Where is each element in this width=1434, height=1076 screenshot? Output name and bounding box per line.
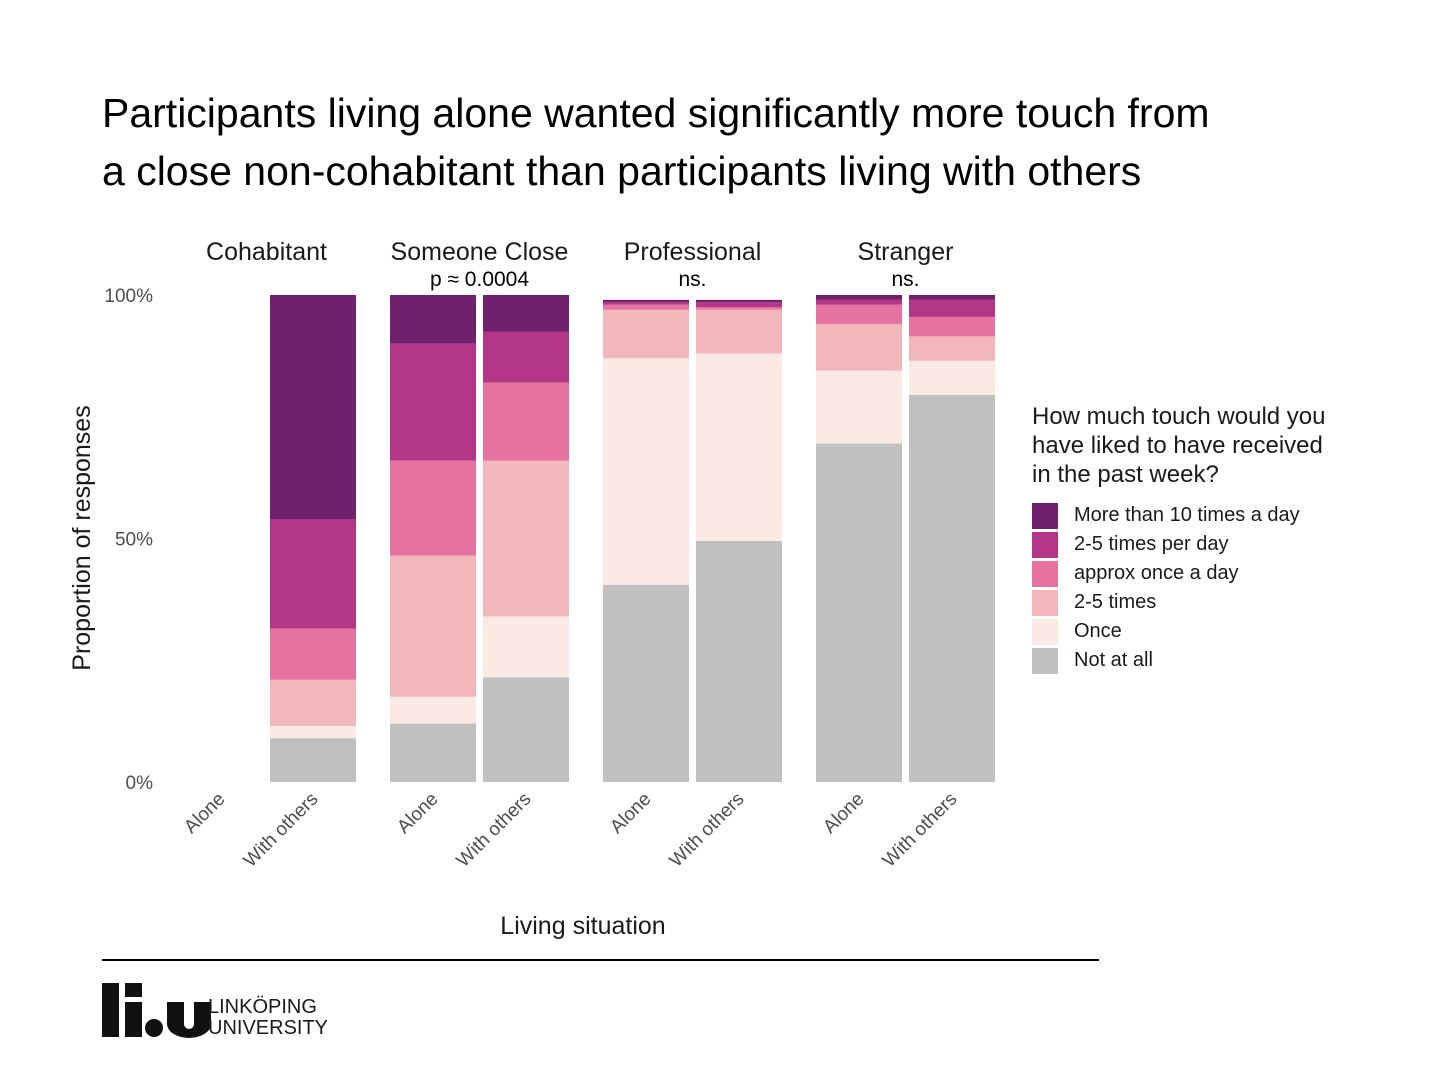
facet-title: Stranger bbox=[858, 238, 954, 266]
bar-segment bbox=[270, 295, 356, 520]
legend-label: 2-5 times per day bbox=[1074, 533, 1229, 555]
bar-segment bbox=[816, 370, 902, 444]
x-tick-label: With others bbox=[666, 789, 749, 872]
bar-segment bbox=[816, 324, 902, 371]
bar-segment bbox=[483, 677, 569, 782]
facet-title: Professional bbox=[624, 238, 762, 266]
facet-title: Cohabitant bbox=[206, 238, 327, 266]
slide-title-line-2: a close non-cohabitant than participants… bbox=[102, 148, 1142, 194]
significance-annotation: ns. bbox=[891, 268, 919, 291]
bar-segment bbox=[483, 295, 569, 332]
legend-label: Not at all bbox=[1074, 649, 1153, 671]
bar-segment bbox=[483, 382, 569, 461]
bar-segment bbox=[909, 299, 995, 317]
legend-item: More than 10 times a day bbox=[1032, 501, 1412, 530]
bar-segment bbox=[909, 336, 995, 361]
legend-item: approx once a day bbox=[1032, 559, 1412, 588]
legend-swatch bbox=[1032, 531, 1058, 558]
bar-segment bbox=[603, 584, 689, 782]
legend-swatch bbox=[1032, 560, 1058, 587]
bar-segment bbox=[603, 299, 689, 303]
bar-segment bbox=[909, 394, 995, 782]
slide-title-line-1: Participants living alone wanted signifi… bbox=[102, 90, 1210, 136]
x-axis-label: Living situation bbox=[500, 912, 665, 940]
x-tick-label: With others bbox=[240, 789, 323, 872]
bar-segment bbox=[270, 679, 356, 726]
legend-item: Once bbox=[1032, 617, 1412, 646]
bar-segment bbox=[909, 360, 995, 395]
bar-segment bbox=[603, 304, 689, 310]
logo-line-2: UNIVERSITY bbox=[208, 1017, 329, 1039]
legend-label: Once bbox=[1074, 620, 1122, 642]
bar-segment bbox=[603, 309, 689, 359]
legend-swatch bbox=[1032, 502, 1058, 529]
bar-segment bbox=[909, 295, 995, 300]
legend-items: More than 10 times a day 2-5 times per da… bbox=[1032, 501, 1412, 675]
x-tick-label: Alone bbox=[606, 789, 655, 838]
footer-divider bbox=[102, 959, 1099, 961]
y-tick-label: 100% bbox=[104, 286, 153, 307]
bar-segment bbox=[696, 353, 782, 541]
bar-segment bbox=[696, 309, 782, 354]
bar-segment bbox=[696, 540, 782, 782]
legend-item: Not at all bbox=[1032, 646, 1412, 675]
bar-segment bbox=[270, 628, 356, 680]
chart-legend: How much touch would you have liked to h… bbox=[1032, 402, 1412, 675]
legend-title-line-1: How much touch would you bbox=[1032, 403, 1326, 430]
bar-segment bbox=[483, 331, 569, 383]
bar-segment bbox=[696, 299, 782, 303]
bar-segment bbox=[603, 302, 689, 305]
legend-swatch bbox=[1032, 647, 1058, 674]
bar-segment bbox=[270, 519, 356, 629]
legend-title-line-2: have liked to have received bbox=[1032, 432, 1323, 459]
bar-segment bbox=[390, 555, 476, 697]
bar-segment bbox=[696, 307, 782, 310]
significance-annotation: ns. bbox=[678, 268, 706, 291]
bar-segment bbox=[270, 725, 356, 739]
bar-segment bbox=[390, 343, 476, 461]
bar-segment bbox=[390, 723, 476, 782]
legend-title: How much touch would you have liked to h… bbox=[1032, 402, 1412, 489]
bar-segment bbox=[270, 738, 356, 782]
legend-item: 2-5 times bbox=[1032, 588, 1412, 617]
bar-segment bbox=[909, 316, 995, 337]
legend-title-line-3: in the past week? bbox=[1032, 461, 1219, 488]
legend-label: approx once a day bbox=[1074, 562, 1239, 584]
bar-segment bbox=[696, 302, 782, 308]
facet-title: Someone Close bbox=[391, 238, 569, 266]
logo-line-1: LINKÖPING bbox=[208, 996, 317, 1018]
legend-label: 2-5 times bbox=[1074, 591, 1157, 613]
bar-segment bbox=[816, 304, 902, 325]
y-axis-label: Proportion of responses bbox=[68, 405, 96, 670]
x-tick-label: Alone bbox=[180, 789, 229, 838]
legend-swatch bbox=[1032, 589, 1058, 616]
x-tick-label: Alone bbox=[393, 789, 442, 838]
bar-segment bbox=[816, 295, 902, 300]
bar-segment bbox=[603, 358, 689, 585]
university-logo bbox=[102, 983, 211, 1038]
bar-segment bbox=[816, 299, 902, 305]
x-tick-label: With others bbox=[879, 789, 962, 872]
x-tick-label: With others bbox=[453, 789, 536, 872]
slide-title: Participants living alone wanted signifi… bbox=[102, 84, 1362, 200]
bar-segment bbox=[390, 295, 476, 344]
significance-annotation: p ≈ 0.0004 bbox=[430, 268, 529, 291]
bar-segment bbox=[816, 443, 902, 782]
y-tick-label: 50% bbox=[115, 530, 153, 551]
legend-swatch bbox=[1032, 618, 1058, 645]
legend-item: 2-5 times per day bbox=[1032, 530, 1412, 559]
bar-segment bbox=[390, 696, 476, 724]
y-tick-label: 0% bbox=[126, 773, 154, 794]
legend-label: More than 10 times a day bbox=[1074, 504, 1300, 526]
university-name: LINKÖPING UNIVERSITY bbox=[208, 997, 328, 1039]
bar-segment bbox=[390, 460, 476, 556]
x-tick-label: Alone bbox=[819, 789, 868, 838]
bar-segment bbox=[483, 460, 569, 617]
bar-segment bbox=[483, 616, 569, 678]
